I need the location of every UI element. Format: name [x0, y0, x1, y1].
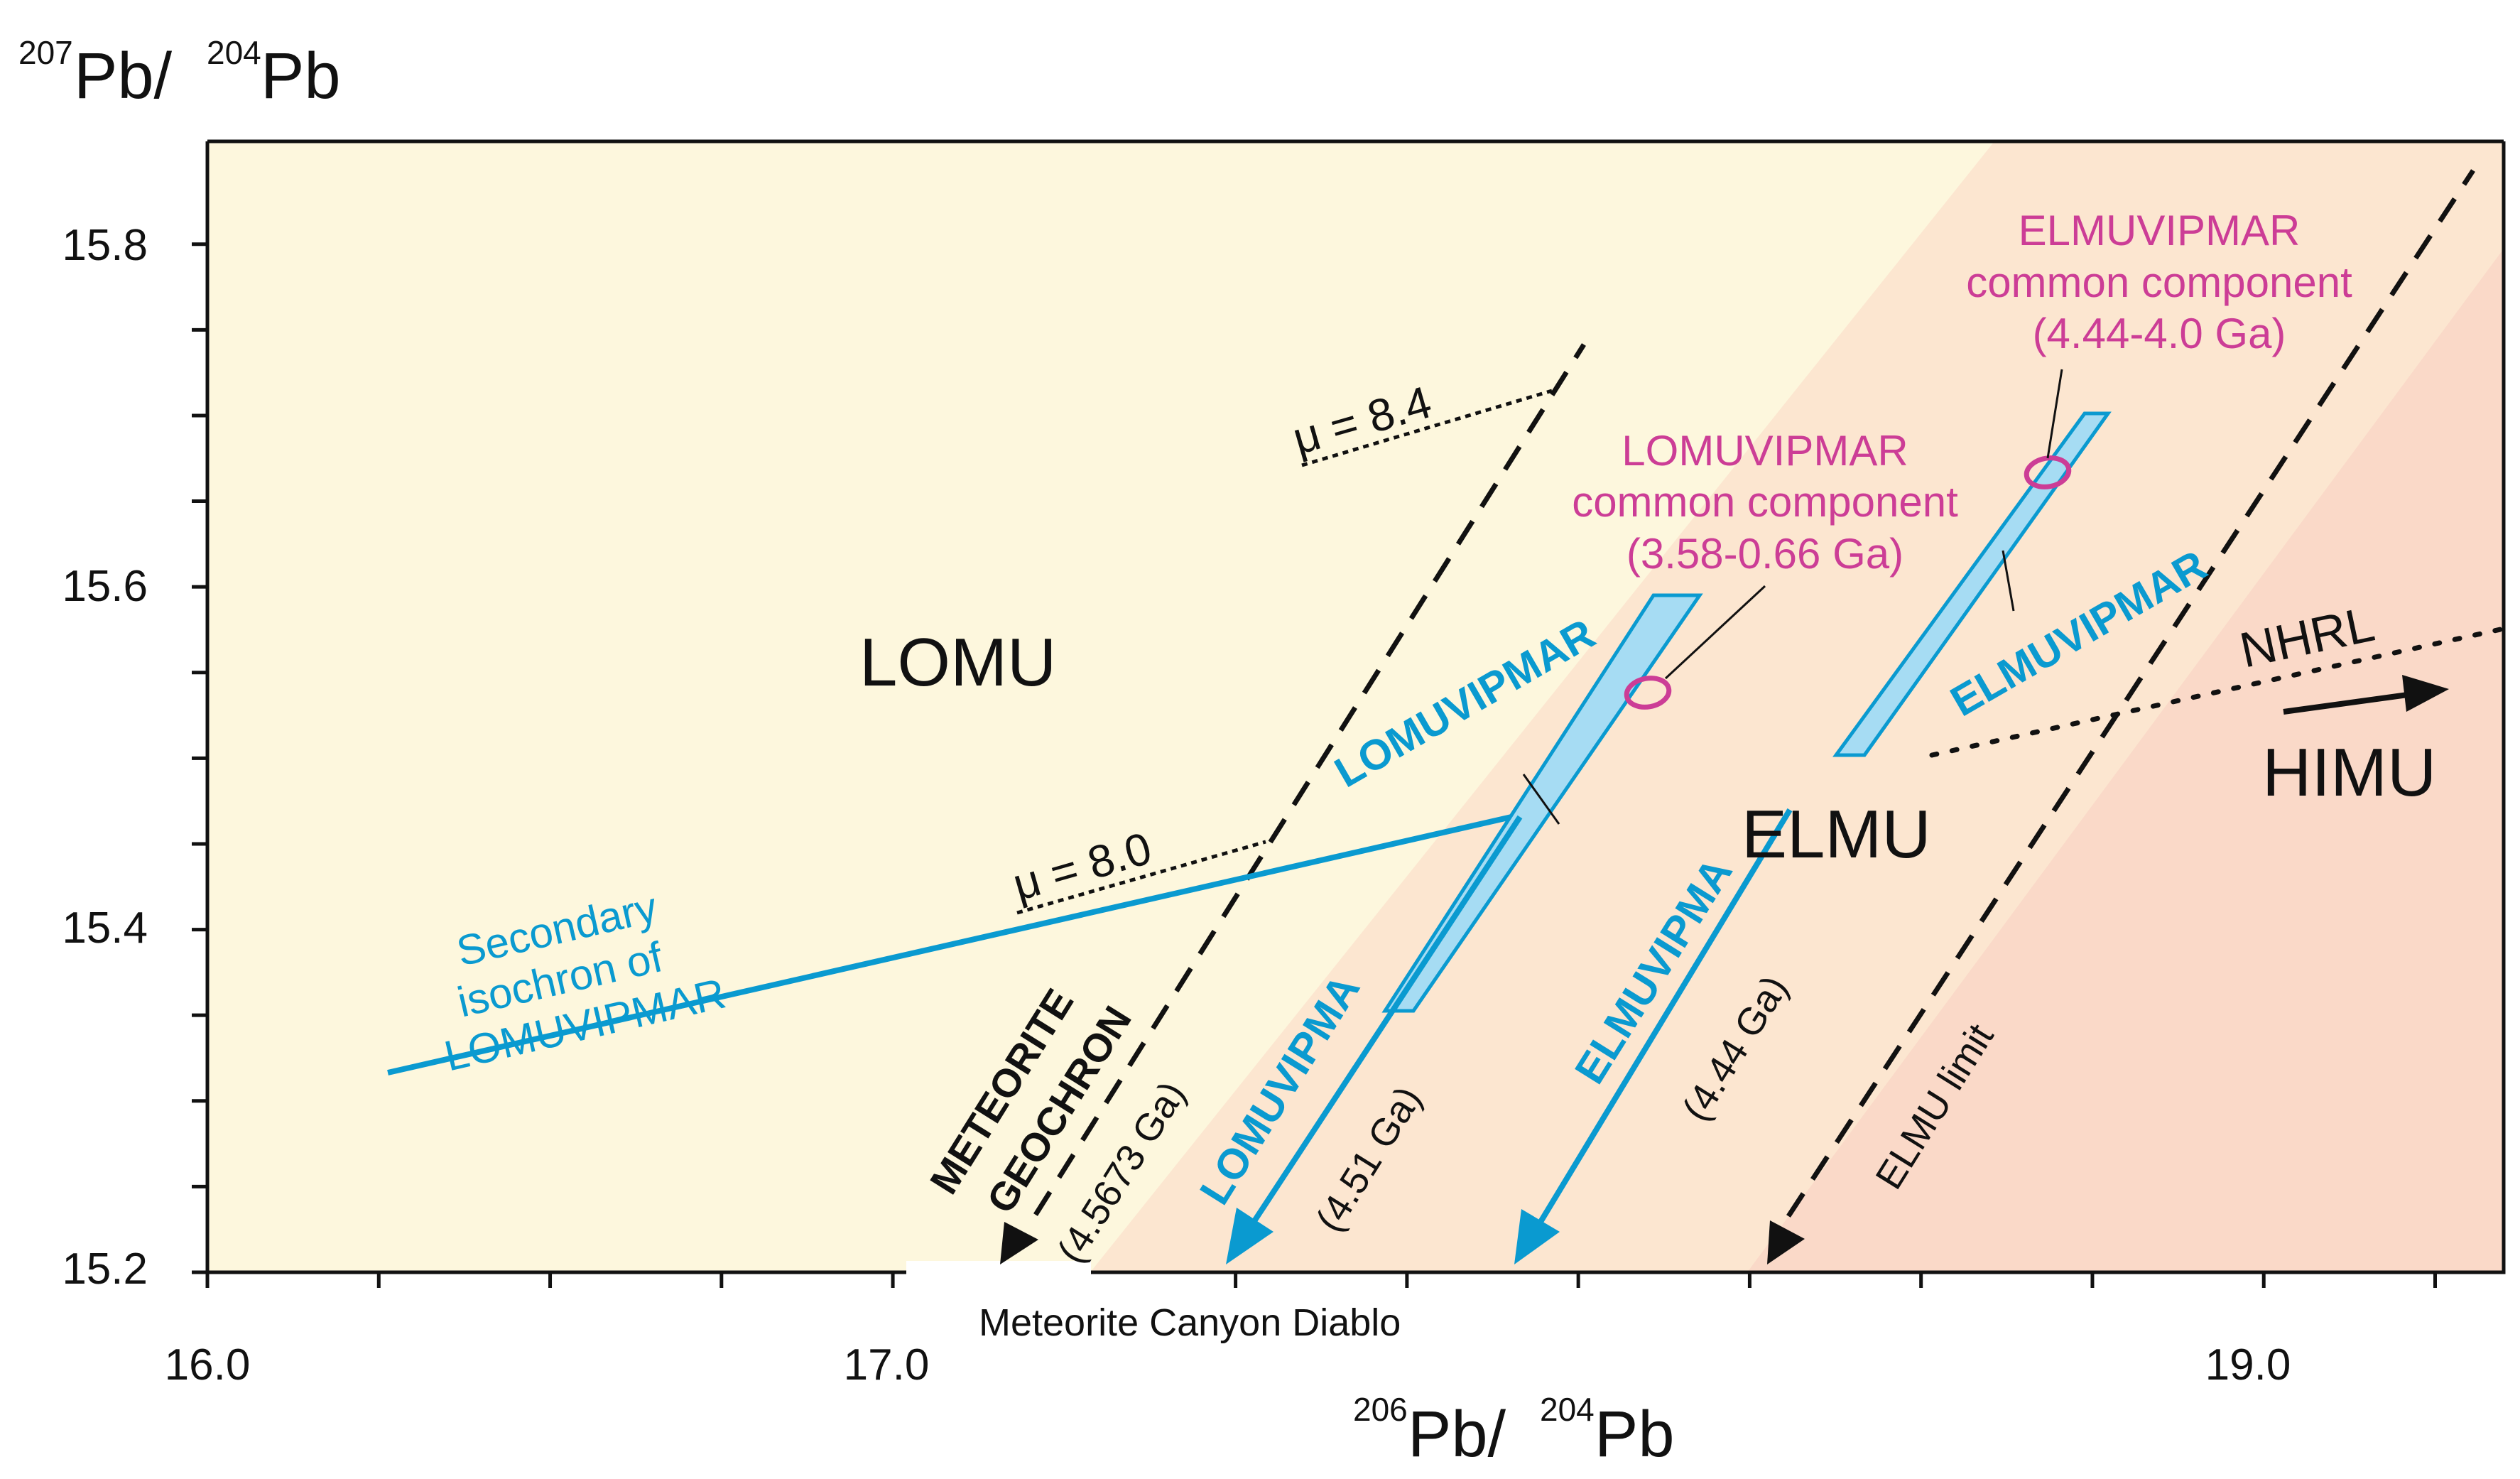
- y-tick-label-15-4: 15.4: [62, 904, 148, 953]
- elmu-limit-arrowhead: [1767, 1220, 1805, 1264]
- elmu-limit-line: [1786, 169, 2475, 1218]
- elmu-label: ELMU: [1742, 796, 1931, 872]
- lomuvipma-arrow-line: [1249, 815, 1523, 1228]
- y-tick-label-15-8: 15.8: [62, 221, 148, 270]
- elmuvipma-arrowhead: [1514, 1209, 1560, 1264]
- x-title-tail: Pb: [1595, 1398, 1675, 1470]
- y-title-main: Pb/: [74, 40, 173, 112]
- x-tick-label-16: 16.0: [165, 1340, 251, 1389]
- secondary-isochron-line: [387, 811, 1528, 1076]
- canyon-diablo-gap: [906, 1261, 1091, 1278]
- lomu-cc-line-2: common component: [1572, 478, 1958, 526]
- himu-label: HIMU: [2262, 735, 2436, 811]
- plot-marks: [387, 169, 2507, 1264]
- x-sup-204: 204: [1540, 1391, 1595, 1428]
- x-title-main: Pb/: [1408, 1398, 1506, 1470]
- canyon-diablo-label: Meteorite Canyon Diablo: [979, 1301, 1401, 1344]
- x-axis-title: 206 Pb/ 204 Pb: [1353, 1391, 1675, 1470]
- x-tick-label-19: 19.0: [2205, 1340, 2291, 1389]
- geochron-arrowhead: [1000, 1222, 1038, 1264]
- lomu-cc-line-1: LOMUVIPMAR: [1622, 427, 1908, 475]
- y-sup-204: 204: [207, 34, 261, 71]
- mu-8-4-line: [1301, 389, 1553, 467]
- y-axis-title: 207 Pb/ 204 Pb: [18, 34, 341, 112]
- nhrl-line: [1929, 626, 2507, 758]
- lomu-common-component-marker: [1624, 676, 1672, 710]
- x-axis-line-right: [1091, 141, 2506, 1274]
- y-title-tail: Pb: [261, 40, 341, 112]
- lomu-cc-label: LOMUVIPMAR common component (3.58-0.66 G…: [1572, 427, 1958, 578]
- elmuvipmar-leader: [2002, 550, 2015, 612]
- lomuvipmar-leader: [1522, 774, 1560, 825]
- himu-arrowhead: [2402, 675, 2449, 712]
- elmuvipma-arrow-line: [1536, 808, 1793, 1228]
- lomu-cc-leader: [1664, 585, 1766, 680]
- elmu-cc-label: ELMUVIPMAR common component (4.44-4.0 Ga…: [1966, 207, 2352, 357]
- elmu-cc-line-2: common component: [1966, 259, 2352, 306]
- y-tick-label-15-2: 15.2: [62, 1245, 148, 1294]
- x-sup-206: 206: [1353, 1391, 1408, 1428]
- y-sup-207: 207: [18, 34, 73, 71]
- elmu-cc-leader: [2046, 369, 2063, 459]
- elmu-common-component-marker: [2024, 455, 2072, 489]
- x-tick-labels: 16.0 17.0 19.0: [165, 1340, 2291, 1389]
- elmuvipmar-band: [1832, 411, 2112, 757]
- region-himu: [1747, 249, 2504, 1272]
- y-tick-labels: 15.2 15.4 15.6 15.8: [62, 221, 148, 1294]
- lomu-cc-line-3: (3.58-0.66 Ga): [1626, 530, 1903, 578]
- lomuvipma-arrowhead: [1226, 1208, 1273, 1264]
- elmu-cc-line-3: (4.44-4.0 Ga): [2033, 310, 2286, 357]
- elmu-cc-line-1: ELMUVIPMAR: [2019, 207, 2301, 254]
- x-ticks: [205, 1272, 2437, 1288]
- geochron-line: [1033, 343, 1586, 1216]
- y-ticks: [192, 242, 207, 1274]
- himu-arrow-line: [2283, 692, 2408, 715]
- y-tick-label-15-6: 15.6: [62, 562, 148, 611]
- lomu-label: LOMU: [859, 624, 1056, 700]
- x-tick-label-17: 17.0: [844, 1340, 930, 1389]
- mu-8-0-line: [1016, 840, 1266, 915]
